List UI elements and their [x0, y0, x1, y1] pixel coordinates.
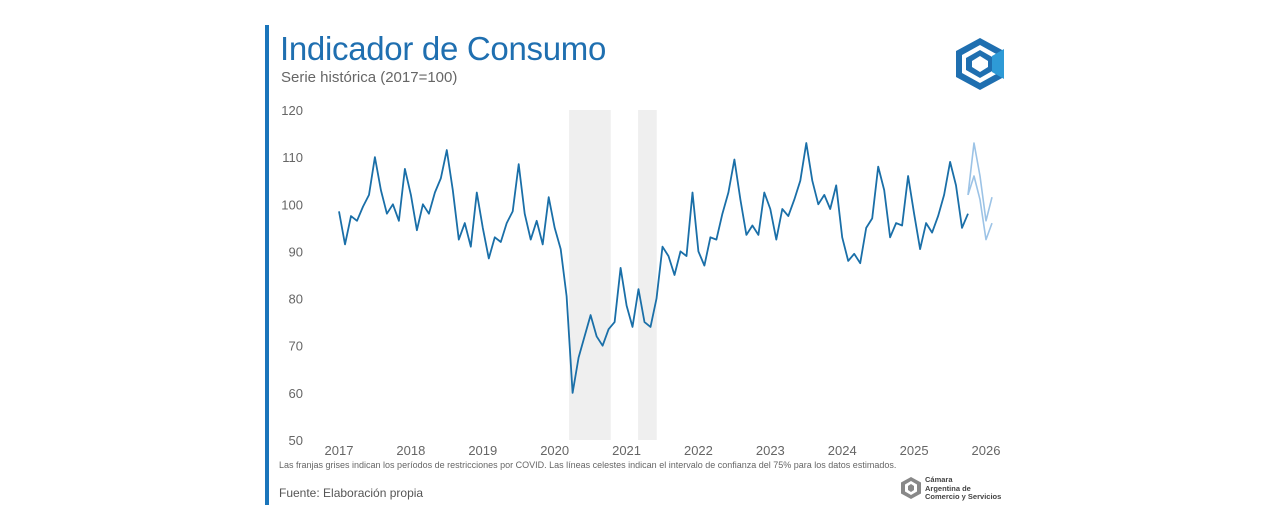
covid-bands [569, 110, 657, 440]
y-tick-label: 120 [281, 103, 303, 118]
covid-band-1 [569, 110, 611, 440]
y-tick-label: 90 [289, 244, 303, 259]
confidence-lower-line [967, 175, 993, 241]
y-tick-label: 80 [289, 292, 303, 307]
x-tick-label: 2017 [325, 443, 354, 458]
x-tick-label: 2018 [396, 443, 425, 458]
x-tick-label: 2022 [684, 443, 713, 458]
y-tick-label: 100 [281, 197, 303, 212]
y-axis: 50 60 70 80 90 100 110 120 [281, 103, 303, 448]
x-tick-label: 2025 [900, 443, 929, 458]
chart-title: Indicador de Consumo [280, 30, 607, 67]
brand-line-1: Cámara [925, 475, 953, 484]
y-tick-label: 60 [289, 386, 303, 401]
series-lines [338, 142, 993, 394]
x-axis: 2017 2018 2019 2020 2021 2022 2023 2024 2025 2026 [325, 443, 1001, 458]
y-tick-label: 50 [289, 433, 303, 448]
chart-subtitle: Serie histórica (2017=100) [281, 69, 458, 86]
x-tick-label: 2023 [756, 443, 785, 458]
brand-line-3: Comercio y Servicios [925, 492, 1002, 501]
x-tick-label: 2021 [612, 443, 641, 458]
covid-band-2 [638, 110, 657, 440]
y-tick-label: 70 [289, 339, 303, 354]
x-tick-label: 2019 [468, 443, 497, 458]
confidence-upper-line [967, 142, 993, 222]
cacs-logo-icon [956, 38, 1004, 90]
accent-bar [265, 25, 269, 505]
x-tick-label: 2026 [972, 443, 1001, 458]
cacs-small-logo-icon [901, 477, 921, 499]
chart-note: Las franjas grises indican los períodos … [279, 460, 897, 470]
series-line-main [338, 142, 969, 394]
x-tick-label: 2020 [540, 443, 569, 458]
x-tick-label: 2024 [828, 443, 857, 458]
brand-name: Cámara Argentina de Comercio y Servicios [925, 475, 1002, 502]
brand-line-2: Argentina de [925, 483, 971, 493]
y-tick-label: 110 [282, 150, 303, 165]
source-text: Fuente: Elaboración propia [279, 486, 424, 500]
